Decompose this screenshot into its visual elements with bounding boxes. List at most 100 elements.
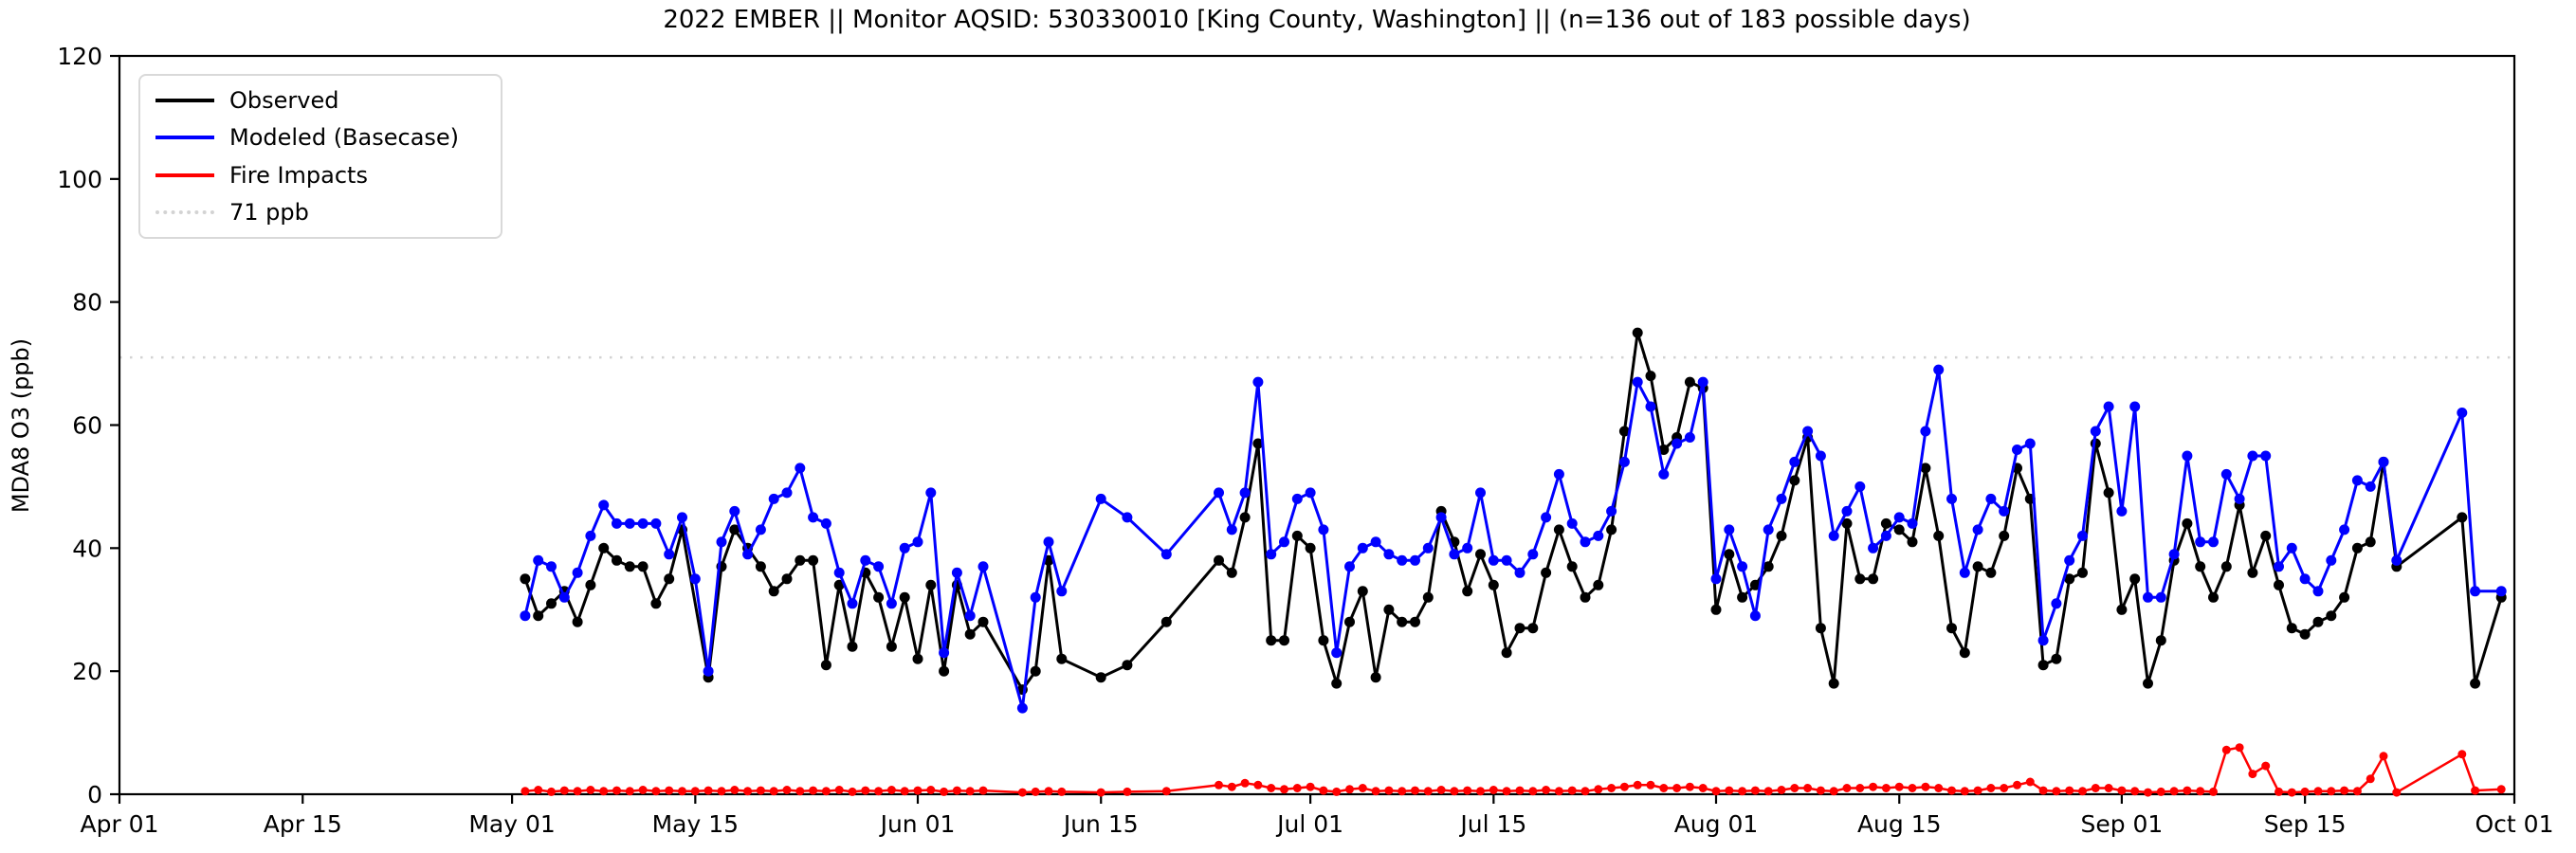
- observed-marker: [2220, 561, 2232, 572]
- fire-marker: [2313, 787, 2323, 796]
- fire-marker: [1738, 787, 1747, 796]
- observed-marker: [1880, 517, 1891, 529]
- observed-marker: [847, 641, 858, 652]
- modeled-marker: [598, 499, 610, 511]
- fire-marker: [547, 787, 556, 796]
- observed-line: [523, 332, 2503, 693]
- modeled-marker: [729, 505, 740, 517]
- modeled-marker: [2274, 561, 2284, 572]
- modeled-marker: [1266, 549, 1277, 560]
- x-tick-label: Apr 01: [80, 810, 158, 838]
- modeled-marker: [2260, 450, 2272, 462]
- modeled-marker: [2378, 456, 2389, 467]
- modeled-marker: [2391, 554, 2402, 566]
- modeled-marker: [1566, 517, 1578, 529]
- modeled-marker: [2339, 524, 2350, 535]
- fire-marker: [1227, 782, 1236, 791]
- fire-marker: [848, 787, 857, 796]
- observed-marker: [1749, 579, 1761, 590]
- modeled-marker: [860, 554, 871, 566]
- modeled-marker: [1160, 549, 1172, 560]
- fire-marker: [900, 787, 909, 796]
- y-tick-label: 120: [57, 43, 102, 70]
- modeled-marker: [716, 536, 727, 548]
- fire-marker: [2169, 787, 2179, 796]
- fire-marker: [1842, 784, 1852, 792]
- observed-marker: [964, 628, 976, 640]
- observed-marker: [1972, 561, 1983, 572]
- observed-marker: [1095, 672, 1106, 683]
- observed-marker: [1383, 604, 1395, 615]
- modeled-marker: [1357, 542, 1368, 554]
- fire-marker: [1476, 787, 1485, 796]
- modeled-marker: [1291, 493, 1303, 504]
- observed-marker: [2365, 536, 2376, 548]
- modeled-marker: [1724, 524, 1735, 535]
- observed-marker: [886, 641, 897, 652]
- x-tick-label: Jul 01: [1275, 810, 1343, 838]
- x-tick-label: Aug 15: [1857, 810, 1942, 838]
- modeled-marker: [572, 567, 583, 578]
- fire-marker: [559, 786, 569, 795]
- fire-marker: [1502, 787, 1511, 796]
- observed-marker: [598, 542, 610, 554]
- observed-marker: [1370, 672, 1381, 683]
- modeled-marker: [1645, 401, 1656, 412]
- observed-marker: [2116, 604, 2128, 615]
- modeled-marker: [1095, 493, 1106, 504]
- fire-marker: [2287, 788, 2296, 797]
- modeled-marker: [1672, 438, 1683, 449]
- observed-marker: [1056, 653, 1068, 664]
- fire-marker: [782, 786, 792, 794]
- fire-marker: [573, 787, 582, 796]
- fire-marker: [1567, 786, 1577, 795]
- fire-marker: [1280, 785, 1288, 794]
- fire-marker: [2496, 785, 2506, 794]
- observed-marker: [2312, 616, 2324, 627]
- modeled-marker: [2208, 536, 2219, 548]
- y-tick-label: 60: [72, 412, 102, 440]
- fire-marker: [2379, 752, 2388, 761]
- modeled-marker: [1422, 542, 1434, 554]
- modeled-marker: [1541, 512, 1552, 523]
- fire-marker: [1894, 782, 1904, 791]
- observed-marker: [2037, 660, 2049, 671]
- fire-marker: [874, 787, 884, 796]
- fire-marker: [952, 786, 961, 795]
- observed-marker: [1541, 567, 1552, 578]
- y-tick-label: 40: [72, 535, 102, 562]
- modeled-marker: [1828, 530, 1839, 541]
- observed-marker: [939, 665, 950, 677]
- modeled-marker: [2037, 635, 2049, 646]
- modeled-marker: [820, 517, 831, 529]
- x-tick-label: Jul 15: [1458, 810, 1526, 838]
- fire-marker: [2196, 787, 2205, 796]
- modeled-marker: [1370, 536, 1381, 548]
- legend-label-threshold: 71 ppb: [229, 199, 309, 227]
- observed-marker: [1475, 549, 1486, 560]
- x-tick-label: Jun 01: [879, 810, 956, 838]
- fire-marker: [1685, 782, 1694, 791]
- modeled-marker: [873, 561, 885, 572]
- fire-marker: [730, 786, 740, 794]
- modeled-marker: [1580, 536, 1591, 548]
- modeled-marker: [689, 573, 701, 585]
- modeled-marker: [899, 542, 910, 554]
- fire-marker: [1319, 786, 1328, 795]
- observed-marker: [1868, 573, 1879, 585]
- fire-marker: [651, 787, 661, 796]
- modeled-marker: [1030, 591, 1041, 603]
- modeled-marker: [637, 517, 649, 529]
- modeled-marker: [2090, 426, 2101, 437]
- observed-marker: [1410, 616, 1420, 627]
- legend-item-fire: Fire Impacts: [140, 164, 501, 187]
- fire-marker: [1031, 787, 1040, 796]
- modeled-marker: [925, 487, 937, 499]
- x-tick-label: Apr 15: [264, 810, 342, 838]
- observed-marker: [1488, 579, 1499, 590]
- fire-marker: [809, 786, 818, 795]
- observed-marker: [1305, 542, 1316, 554]
- fire-marker: [2261, 761, 2271, 771]
- fire-marker: [1908, 784, 1917, 792]
